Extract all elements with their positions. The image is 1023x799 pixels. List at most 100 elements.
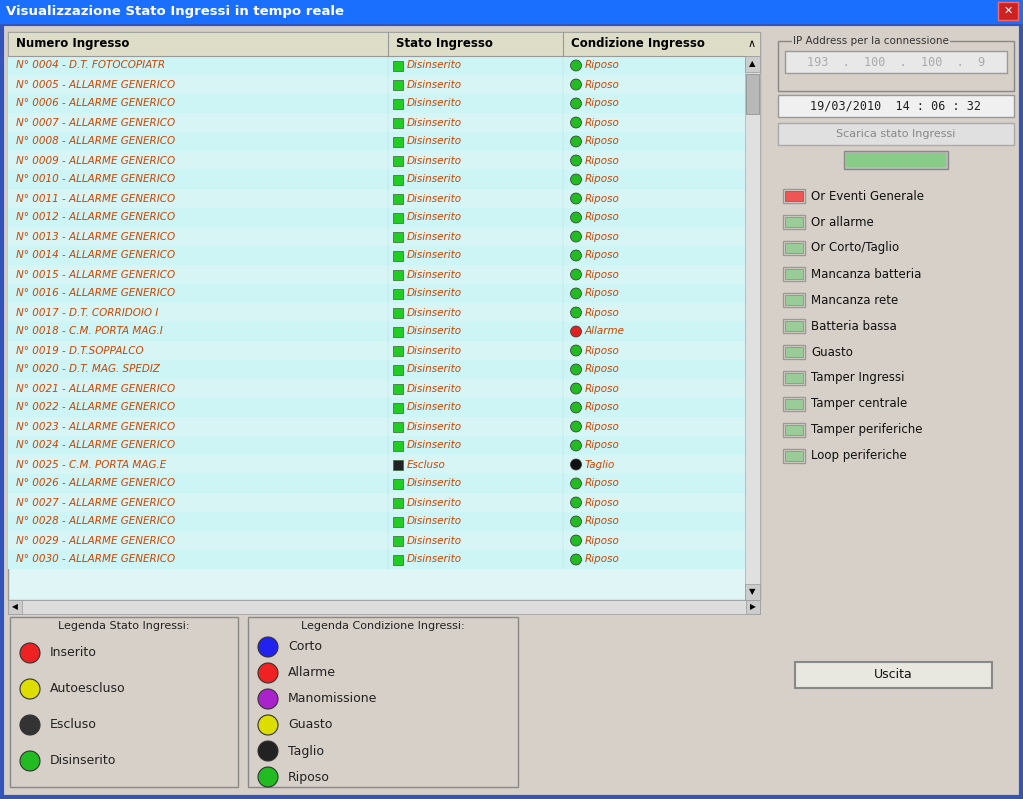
FancyBboxPatch shape	[10, 617, 238, 787]
Circle shape	[258, 689, 278, 709]
Text: Riposo: Riposo	[585, 98, 620, 109]
Circle shape	[258, 637, 278, 657]
Text: Tamper Ingressi: Tamper Ingressi	[811, 372, 904, 384]
Text: Allarme: Allarme	[585, 327, 625, 336]
Text: N° 0007 - ALLARME GENERICO: N° 0007 - ALLARME GENERICO	[16, 117, 175, 128]
FancyBboxPatch shape	[8, 531, 745, 550]
Text: Disinserito: Disinserito	[407, 137, 462, 146]
Circle shape	[571, 212, 581, 223]
Text: Disinserito: Disinserito	[407, 117, 462, 128]
Text: ▲: ▲	[749, 59, 756, 69]
Text: N° 0018 - C.M. PORTA MAG.I: N° 0018 - C.M. PORTA MAG.I	[16, 327, 163, 336]
Text: Riposo: Riposo	[585, 193, 620, 204]
FancyBboxPatch shape	[393, 555, 403, 565]
Text: Or allarme: Or allarme	[811, 216, 874, 229]
FancyBboxPatch shape	[393, 269, 403, 280]
FancyBboxPatch shape	[783, 215, 805, 229]
Circle shape	[571, 459, 581, 470]
Text: N° 0009 - ALLARME GENERICO: N° 0009 - ALLARME GENERICO	[16, 156, 175, 165]
FancyBboxPatch shape	[8, 398, 745, 417]
Circle shape	[571, 326, 581, 337]
Text: ∧: ∧	[748, 39, 756, 49]
Text: Disinserito: Disinserito	[407, 479, 462, 488]
Text: N° 0030 - ALLARME GENERICO: N° 0030 - ALLARME GENERICO	[16, 555, 175, 565]
Text: Riposo: Riposo	[585, 422, 620, 431]
Text: N° 0021 - ALLARME GENERICO: N° 0021 - ALLARME GENERICO	[16, 384, 175, 393]
Text: N° 0024 - ALLARME GENERICO: N° 0024 - ALLARME GENERICO	[16, 440, 175, 451]
FancyBboxPatch shape	[393, 440, 403, 451]
Circle shape	[571, 307, 581, 318]
Circle shape	[258, 741, 278, 761]
FancyBboxPatch shape	[783, 267, 805, 281]
Circle shape	[20, 751, 40, 771]
Text: Autoescluso: Autoescluso	[50, 682, 126, 695]
FancyBboxPatch shape	[393, 61, 403, 70]
Text: Riposo: Riposo	[585, 364, 620, 375]
Text: N° 0013 - ALLARME GENERICO: N° 0013 - ALLARME GENERICO	[16, 232, 175, 241]
FancyBboxPatch shape	[8, 341, 745, 360]
FancyBboxPatch shape	[393, 422, 403, 431]
Circle shape	[571, 345, 581, 356]
Text: 19/03/2010  14 : 06 : 32: 19/03/2010 14 : 06 : 32	[810, 100, 981, 113]
FancyBboxPatch shape	[8, 265, 745, 284]
FancyBboxPatch shape	[783, 241, 805, 255]
Text: Riposo: Riposo	[585, 516, 620, 527]
Text: N° 0011 - ALLARME GENERICO: N° 0011 - ALLARME GENERICO	[16, 193, 175, 204]
Text: Disinserito: Disinserito	[407, 535, 462, 546]
Text: Riposo: Riposo	[585, 384, 620, 393]
Circle shape	[20, 679, 40, 699]
FancyBboxPatch shape	[393, 79, 403, 89]
FancyBboxPatch shape	[8, 75, 745, 94]
Circle shape	[571, 402, 581, 413]
Circle shape	[571, 516, 581, 527]
FancyBboxPatch shape	[393, 459, 403, 470]
FancyBboxPatch shape	[8, 56, 745, 75]
Text: Scarica stato Ingressi: Scarica stato Ingressi	[837, 129, 955, 139]
FancyBboxPatch shape	[8, 600, 23, 614]
FancyBboxPatch shape	[393, 156, 403, 165]
FancyBboxPatch shape	[785, 217, 803, 227]
FancyBboxPatch shape	[393, 232, 403, 241]
Text: Numero Ingresso: Numero Ingresso	[16, 38, 129, 50]
FancyBboxPatch shape	[785, 399, 803, 409]
Text: Riposo: Riposo	[585, 308, 620, 317]
Text: Disinserito: Disinserito	[407, 364, 462, 375]
Text: Disinserito: Disinserito	[407, 516, 462, 527]
FancyBboxPatch shape	[0, 0, 1023, 24]
FancyBboxPatch shape	[8, 600, 760, 614]
Text: ▶: ▶	[750, 602, 756, 611]
Text: Disinserito: Disinserito	[407, 156, 462, 165]
Text: Disinserito: Disinserito	[407, 403, 462, 412]
Text: N° 0026 - ALLARME GENERICO: N° 0026 - ALLARME GENERICO	[16, 479, 175, 488]
FancyBboxPatch shape	[8, 170, 745, 189]
FancyBboxPatch shape	[393, 98, 403, 109]
FancyBboxPatch shape	[393, 498, 403, 507]
Circle shape	[571, 497, 581, 508]
FancyBboxPatch shape	[785, 451, 803, 461]
Circle shape	[571, 98, 581, 109]
FancyBboxPatch shape	[393, 516, 403, 527]
Text: N° 0006 - ALLARME GENERICO: N° 0006 - ALLARME GENERICO	[16, 98, 175, 109]
Text: N° 0012 - ALLARME GENERICO: N° 0012 - ALLARME GENERICO	[16, 213, 175, 222]
Text: Riposo: Riposo	[585, 479, 620, 488]
FancyBboxPatch shape	[2, 24, 1021, 797]
Text: Disinserito: Disinserito	[407, 327, 462, 336]
FancyBboxPatch shape	[785, 321, 803, 331]
FancyBboxPatch shape	[785, 373, 803, 383]
Text: Disinserito: Disinserito	[407, 288, 462, 299]
Text: Allarme: Allarme	[288, 666, 336, 679]
Text: N° 0022 - ALLARME GENERICO: N° 0022 - ALLARME GENERICO	[16, 403, 175, 412]
Text: Disinserito: Disinserito	[407, 555, 462, 565]
Circle shape	[571, 421, 581, 432]
Text: Mancanza rete: Mancanza rete	[811, 293, 898, 307]
FancyBboxPatch shape	[393, 193, 403, 204]
FancyBboxPatch shape	[8, 417, 745, 436]
Text: Riposo: Riposo	[585, 440, 620, 451]
Text: Disinserito: Disinserito	[407, 440, 462, 451]
FancyBboxPatch shape	[8, 550, 745, 569]
Text: Riposo: Riposo	[585, 498, 620, 507]
Text: Visualizzazione Stato Ingressi in tempo reale: Visualizzazione Stato Ingressi in tempo …	[6, 6, 344, 18]
Text: Disinserito: Disinserito	[407, 174, 462, 185]
FancyBboxPatch shape	[393, 479, 403, 488]
FancyBboxPatch shape	[783, 449, 805, 463]
